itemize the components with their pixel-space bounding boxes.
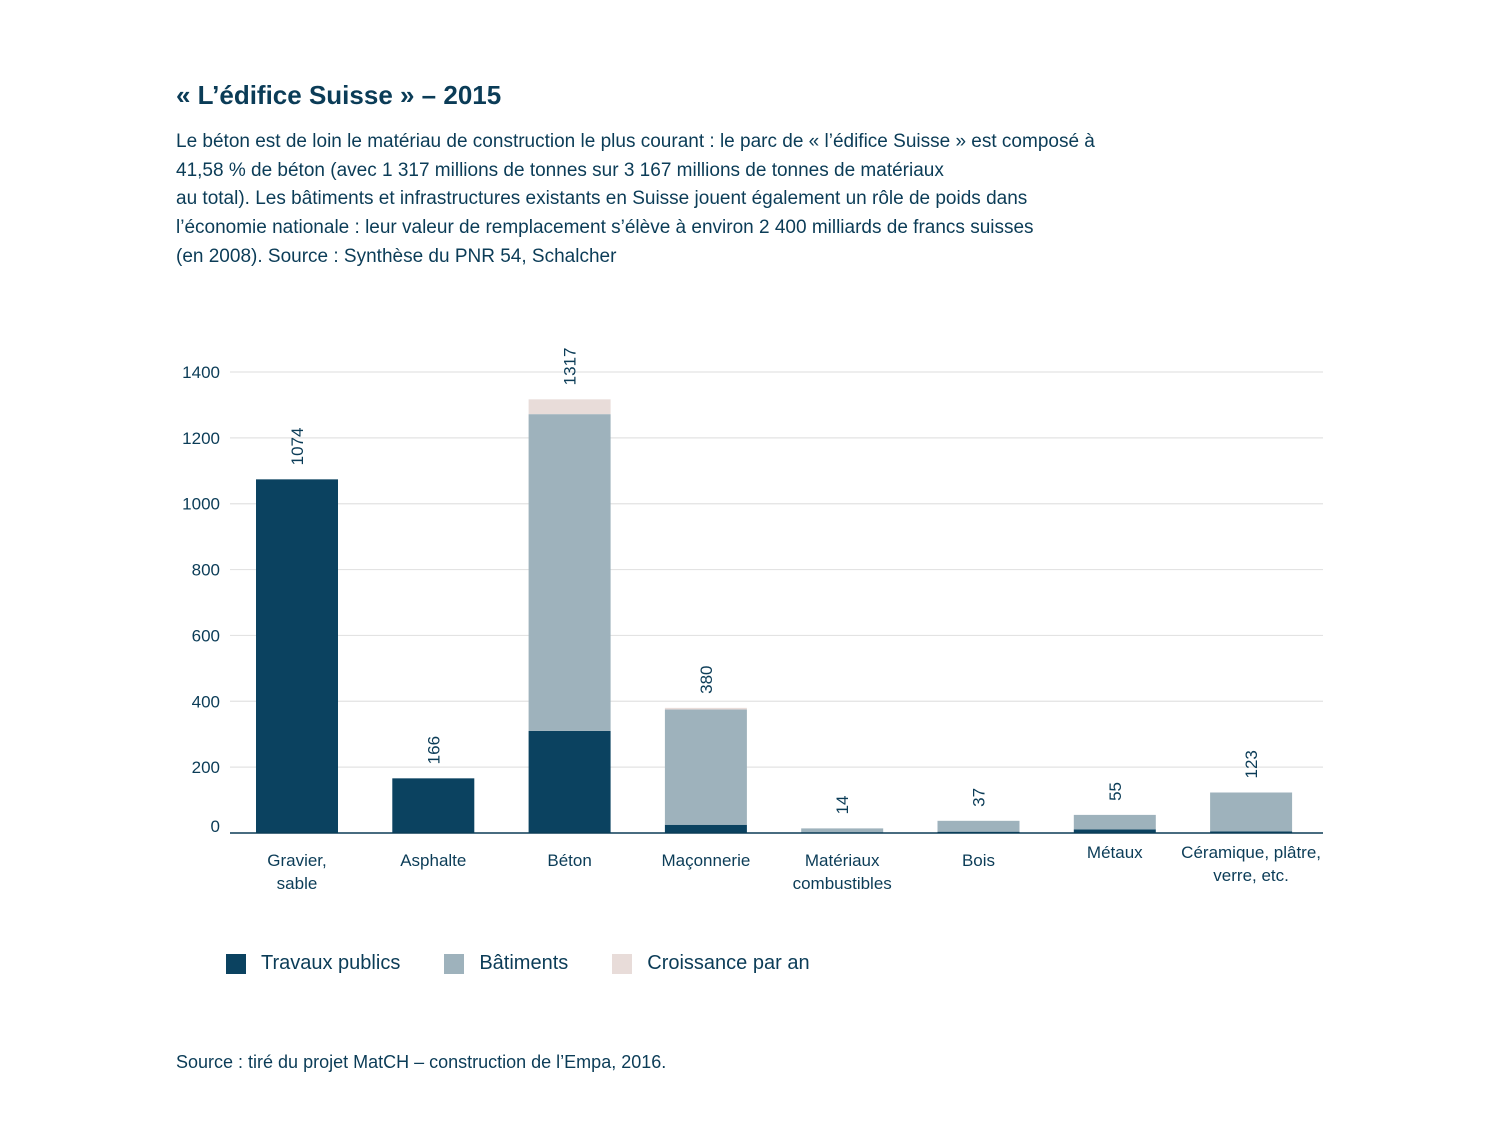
- bar-total-label: 14: [833, 795, 852, 814]
- y-tick-label: 1200: [182, 429, 220, 448]
- bar-segment: [528, 399, 611, 415]
- legend-label-batiments: Bâtiments: [479, 952, 569, 974]
- y-axis-tick-labels: 0 200 400 600 800 1000 1200 1400: [182, 363, 220, 836]
- legend-label-travaux-publics: Travaux publics: [261, 952, 401, 974]
- legend-item-batiments: Bâtiments: [444, 952, 568, 975]
- description-line: Le béton est de loin le matériau de cons…: [176, 131, 1095, 152]
- bar-segment: [1210, 831, 1293, 833]
- bars: [256, 399, 1293, 833]
- bar-segment: [528, 414, 611, 731]
- bar-segment: [1073, 814, 1156, 830]
- x-tick-label: Matériaux: [805, 851, 880, 870]
- description-line: 41,58 % de béton (avec 1 317 millions de…: [176, 159, 944, 181]
- x-tick-label: verre, etc.: [1213, 866, 1289, 885]
- bar-segment: [528, 730, 611, 833]
- legend-label-croissance: Croissance par an: [647, 952, 810, 974]
- x-tick-label: Asphalte: [400, 851, 466, 870]
- gridlines: [230, 371, 1323, 768]
- legend-item-croissance: Croissance par an: [612, 952, 810, 975]
- bar-segment: [1210, 792, 1293, 832]
- y-tick-label: 600: [192, 626, 220, 645]
- description-line: (en 2008). Source : Synthèse du PNR 54, …: [176, 245, 617, 267]
- bar-total-label: 37: [970, 788, 989, 807]
- x-axis-category-labels: Gravier, sable Asphalte Béton Maçonnerie Maté…: [267, 843, 1321, 893]
- x-tick-label: sable: [277, 874, 318, 893]
- bar-total-label: 55: [1106, 782, 1125, 801]
- legend-item-travaux-publics: Travaux publics: [226, 952, 400, 975]
- bar-segment: [801, 828, 884, 833]
- bar-segment: [664, 824, 747, 833]
- bar-segment: [1073, 829, 1156, 833]
- description-line: l’économie nationale : leur valeur de re…: [176, 217, 1034, 239]
- bar-segment: [664, 707, 747, 710]
- y-tick-label: 400: [192, 692, 220, 711]
- bar-total-label: 1074: [288, 428, 307, 466]
- source-note: Source : tiré du projet MatCH – construc…: [176, 1052, 667, 1072]
- y-tick-label: 1400: [182, 363, 220, 382]
- chart-title: « L’édifice Suisse » – 2015: [176, 80, 502, 110]
- legend-swatch-travaux-publics: [226, 953, 246, 974]
- legend-swatch-croissance: [612, 953, 633, 974]
- x-tick-label: Métaux: [1087, 843, 1143, 862]
- bar-segment: [664, 709, 747, 825]
- y-tick-label: 800: [192, 561, 220, 580]
- description-line: au total). Les bâtiments et infrastructu…: [176, 188, 1028, 210]
- bar-total-label: 123: [1242, 750, 1261, 778]
- bar-total-labels: 1074 166 1317 380 14 37 55 123: [288, 348, 1261, 815]
- legend: Travaux publics Bâtiments Croissance par…: [226, 952, 854, 975]
- x-tick-label: Béton: [547, 851, 591, 870]
- x-tick-label: Gravier,: [267, 851, 327, 870]
- x-tick-label: combustibles: [793, 874, 892, 893]
- y-tick-label: 0: [211, 817, 220, 836]
- bar-total-label: 166: [424, 736, 443, 764]
- chart-description: Le béton est de loin le matériau de cons…: [176, 128, 1236, 272]
- bar-total-label: 380: [697, 665, 716, 693]
- bar-segment: [937, 820, 1020, 832]
- x-tick-label: Bois: [962, 851, 995, 870]
- legend-swatch-batiments: [444, 953, 465, 974]
- x-tick-label: Céramique, plâtre,: [1181, 843, 1321, 862]
- y-tick-label: 1000: [182, 495, 220, 514]
- bar-segment: [392, 778, 475, 833]
- x-tick-label: Maçonnerie: [661, 851, 750, 870]
- bar-segment: [256, 479, 338, 833]
- y-tick-label: 200: [192, 758, 220, 777]
- bar-total-label: 1317: [561, 348, 580, 386]
